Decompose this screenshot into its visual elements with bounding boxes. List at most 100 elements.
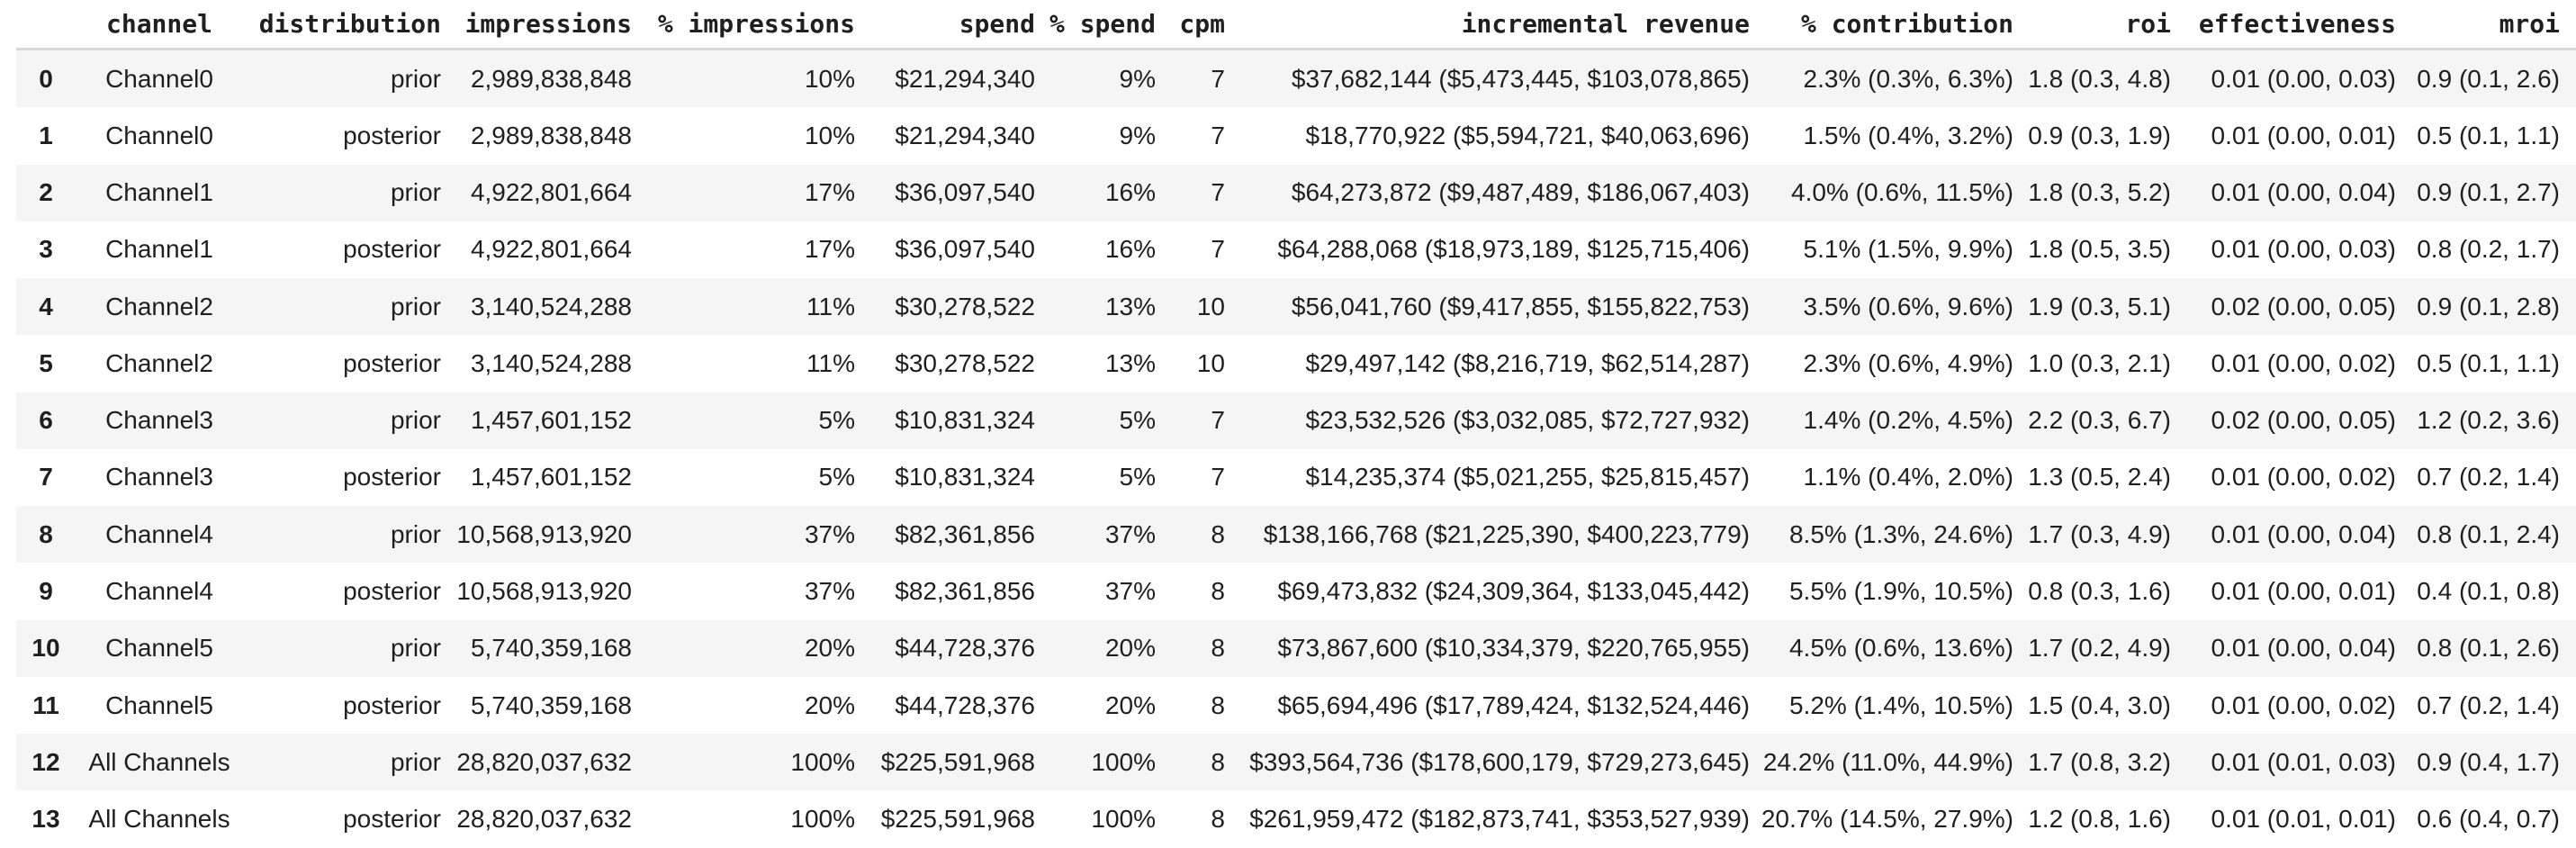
table-cell: posterior (343, 805, 441, 834)
table-cell: $21,294,340 (895, 64, 1035, 93)
table-row: 7 Channel3 posterior 1,457,601,152 5% $10,831… (16, 449, 2576, 506)
table-cell: 7 (1211, 64, 1225, 93)
table-cell: $393,564,736 ($178,600,179, $729,273,645… (1249, 747, 1750, 776)
row-index: 0 (39, 64, 53, 93)
table-cell: 3,140,524,288 (470, 348, 632, 377)
table-cell: $261,959,472 ($182,873,741, $353,527,939… (1249, 805, 1750, 834)
column-header-cpm: cpm (1163, 0, 1232, 50)
table-cell: $14,235,374 ($5,021,255, $25,815,457) (1305, 463, 1750, 492)
table-cell: 1.7 (0.2, 4.9) (2028, 634, 2171, 663)
table-cell: 17% (804, 178, 855, 207)
table-cell: 0.01 (0.00, 0.03) (2211, 235, 2396, 264)
table-row: 0 Channel0 prior 2,989,838,848 10% $21,294,34… (16, 49, 2576, 108)
table-cell: 1.0 (0.3, 2.1) (2028, 348, 2171, 377)
table-cell: 8 (1211, 634, 1225, 663)
table-cell: 0.01 (0.00, 0.04) (2211, 178, 2396, 207)
table-cell: 11% (806, 348, 855, 377)
table-cell: posterior (343, 348, 441, 377)
table-cell: 10% (804, 121, 855, 149)
table-cell: prior (390, 634, 441, 663)
table-cell: 0.01 (0.00, 0.01) (2211, 577, 2396, 606)
table-cell: 1.1% (0.4%, 2.0%) (1803, 463, 2013, 492)
table-cell: $82,361,856 (895, 577, 1035, 606)
table-cell: 4,922,801,664 (470, 235, 632, 264)
table-cell: $21,294,340 (895, 121, 1035, 149)
table-cell: 2.2 (0.3, 6.7) (2028, 406, 2171, 435)
table-cell: 2,989,838,848 (470, 121, 632, 149)
row-index: 11 (32, 690, 59, 719)
table-cell: 10 (1196, 292, 1225, 320)
table-cell: 0.01 (0.00, 0.01) (2211, 121, 2396, 149)
table-cell: 1,457,601,152 (470, 406, 632, 435)
table-cell: 0.01 (0.01, 0.01) (2211, 805, 2396, 834)
table-row: 10 Channel5 prior 5,740,359,168 20% $44,728,3… (16, 619, 2576, 677)
table-cell: 10 (1196, 348, 1225, 377)
table-cell: $64,288,068 ($18,973,189, $125,715,406) (1277, 235, 1750, 264)
table-cell: 5% (818, 406, 855, 435)
table-cell: 100% (1091, 747, 1156, 776)
table-cell: 0.01 (0.00, 0.03) (2211, 64, 2396, 93)
table-cell: 5.2% (1.4%, 10.5%) (1788, 690, 2013, 719)
header-row: channel distribution impressions % impre… (16, 0, 2576, 50)
table-row: 5 Channel2 posterior 3,140,524,288 11% $30,27… (16, 335, 2576, 392)
table-cell: posterior (343, 121, 441, 149)
table-body: 0 Channel0 prior 2,989,838,848 10% $21,294,34… (16, 49, 2576, 848)
table-cell: $65,694,496 ($17,789,424, $132,524,446) (1277, 690, 1750, 719)
table-cell: posterior (343, 577, 441, 606)
row-index: 12 (32, 747, 60, 776)
table-cell: $225,591,968 (880, 747, 1035, 776)
table-cell: Channel5 (105, 634, 213, 663)
table-cell: 7 (1211, 178, 1225, 207)
table-cell: Channel0 (105, 64, 213, 93)
table-cell: Channel2 (105, 292, 213, 320)
table-cell: 24.2% (11.0%, 44.9%) (1762, 747, 2013, 776)
table-cell: 0.9 (0.1, 2.7) (2417, 178, 2560, 207)
table-cell: 1.7 (0.8, 3.2) (2028, 747, 2171, 776)
table-cell: 10,568,913,920 (456, 577, 632, 606)
table-cell: 5,740,359,168 (470, 634, 632, 663)
table-cell: posterior (343, 463, 441, 492)
table-cell: 10% (804, 64, 855, 93)
table-cell: prior (390, 64, 441, 93)
row-index: 1 (39, 121, 53, 149)
table-cell: 3,140,524,288 (470, 292, 632, 320)
column-header-impressions: impressions (448, 0, 639, 50)
table-cell: 0.8 (0.3, 1.6) (2028, 577, 2171, 606)
table-cell: 0.7 (0.2, 1.4) (2417, 463, 2560, 492)
table-cell: 9% (1119, 64, 1156, 93)
table-cell: posterior (343, 690, 441, 719)
table-cell: 7 (1211, 406, 1225, 435)
table-cell: $30,278,522 (895, 348, 1035, 377)
table-cell: $29,497,142 ($8,216,719, $62,514,287) (1305, 348, 1750, 377)
table-cell: 8 (1211, 747, 1225, 776)
column-header-effectiveness: effectiveness (2178, 0, 2403, 50)
table-cell: 0.01 (0.00, 0.04) (2211, 634, 2396, 663)
table-cell: 28,820,037,632 (456, 805, 632, 834)
table-cell: 17% (804, 235, 855, 264)
table-cell: 0.8 (0.1, 2.6) (2417, 634, 2560, 663)
table-cell: 0.9 (0.1, 2.6) (2417, 64, 2560, 93)
row-index: 4 (39, 292, 53, 320)
table-cell: 1.2 (0.2, 3.6) (2417, 406, 2560, 435)
table-cell: prior (390, 519, 441, 548)
table-cell: 16% (1104, 178, 1156, 207)
table-cell: 28,820,037,632 (456, 747, 632, 776)
row-index: 3 (39, 235, 53, 264)
table-cell: $82,361,856 (895, 519, 1035, 548)
row-index: 9 (39, 577, 53, 606)
table-cell: 4.0% (0.6%, 11.5%) (1791, 178, 2013, 207)
table-cell: $225,591,968 (880, 805, 1035, 834)
table-row: 11 Channel5 posterior 5,740,359,168 20% $44,7… (16, 677, 2576, 734)
table-cell: 4.5% (0.6%, 13.6%) (1788, 634, 2013, 663)
table-cell: 1.5 (0.4, 3.0) (2028, 690, 2171, 719)
table-cell: 8.5% (1.3%, 24.6%) (1788, 519, 2013, 548)
table-cell: All Channels (88, 747, 230, 776)
row-index: 8 (39, 519, 53, 548)
column-header-pct-impressions: % impressions (639, 0, 862, 50)
column-header-mroi: mroi (2403, 0, 2576, 50)
table-header: channel distribution impressions % impre… (16, 0, 2576, 50)
table-row: 12 All Channels prior 28,820,037,632 100% $22… (16, 734, 2576, 791)
table-row: 13 All Channels posterior 28,820,037,632 100… (16, 790, 2576, 847)
table-cell: Channel1 (105, 178, 213, 207)
table-cell: 2.3% (0.3%, 6.3%) (1803, 64, 2013, 93)
